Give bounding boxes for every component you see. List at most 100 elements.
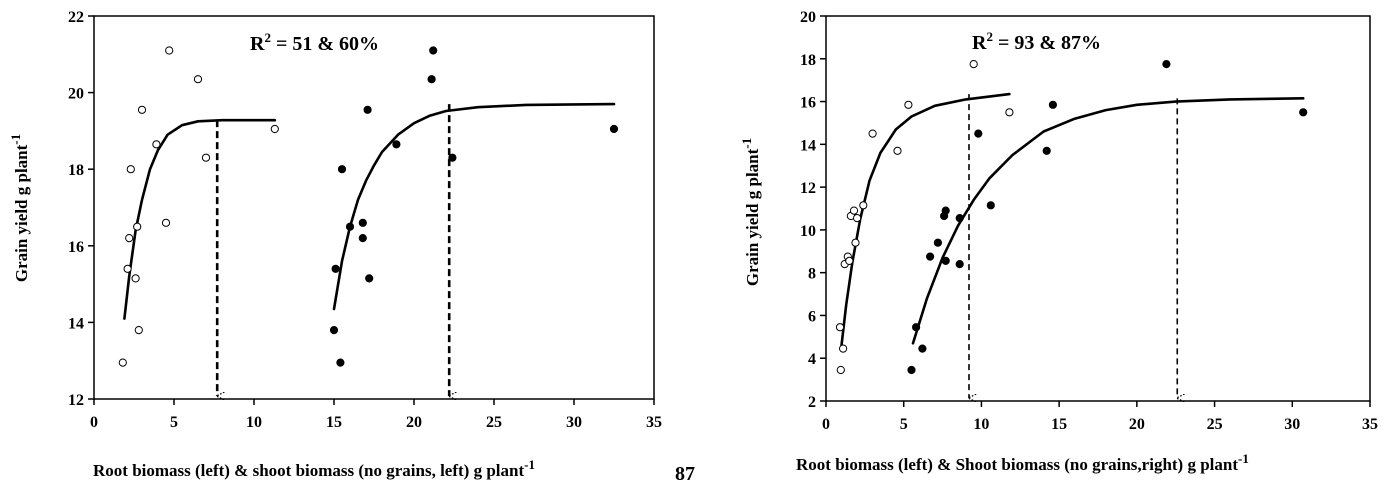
- x-tick-label: 35: [1362, 416, 1378, 433]
- x-tick-label: 5: [900, 416, 908, 433]
- right-x-axis-label: Root biomass (left) & Shoot biomass (no …: [796, 451, 1249, 474]
- open-data-point: [131, 274, 140, 283]
- page-number: 87: [675, 463, 695, 484]
- fit-curve-series-2: [332, 102, 616, 311]
- right-y-ticks: 2 4 6 8 10 12 14 16 18 20: [800, 9, 826, 411]
- filled-data-point: [933, 238, 943, 247]
- x-tick-label: 35: [646, 414, 662, 431]
- filled-data-point: [918, 344, 927, 353]
- open-data-point: [118, 358, 127, 367]
- right-chart: 2 4 6 8 10 12 14 16 18 20 0 5 10 15 20 25 30 35 R2 = 93 …: [739, 9, 1378, 474]
- open-data-point: [853, 214, 862, 223]
- open-data-point: [123, 264, 132, 273]
- y-tick-label: 14: [800, 137, 816, 154]
- filled-data-point: [907, 365, 916, 375]
- filled-data-point: [941, 206, 950, 215]
- y-tick-label: 12: [800, 180, 816, 197]
- filled-data-point: [329, 326, 339, 335]
- y-tick-label: 8: [808, 266, 816, 283]
- open-data-point: [165, 46, 174, 55]
- open-data-point: [839, 344, 848, 353]
- y-tick-label: 2: [808, 394, 816, 411]
- open-data-point: [868, 129, 877, 138]
- left-chart: 12 14 16 18 20 22 0 5 10 15 20 25 30 35 R2 = 51 & 60…: [8, 9, 695, 484]
- right-fit-lines: [840, 92, 1305, 347]
- x-tick-label: 0: [822, 416, 830, 433]
- y-tick-label: 4: [808, 351, 816, 368]
- x-tick-label: 15: [1051, 416, 1067, 433]
- filled-data-point: [609, 124, 619, 134]
- open-data-point: [152, 140, 161, 149]
- filled-data-point: [912, 323, 921, 332]
- open-data-point: [134, 326, 143, 335]
- y-tick-label: 18: [800, 52, 816, 69]
- right-points: [835, 60, 1308, 375]
- filled-data-point: [365, 274, 374, 283]
- x-tick-label: 5: [170, 414, 178, 431]
- filled-data-point: [1162, 60, 1171, 69]
- x-tick-label: 20: [1129, 416, 1145, 433]
- left-x-ticks: 0 5 10 15 20 25 30 35: [90, 399, 662, 431]
- filled-data-point: [331, 264, 340, 273]
- filled-data-point: [337, 165, 347, 174]
- open-data-point: [851, 238, 860, 247]
- open-data-point: [126, 165, 135, 174]
- y-tick-label: 18: [68, 162, 84, 179]
- filled-data-point: [345, 222, 355, 231]
- filled-data-point: [955, 260, 964, 269]
- left-x-axis-label: Root biomass (left) & shoot biomass (no …: [93, 457, 535, 480]
- right-r2-annotation: R2 = 93 & 87%: [972, 29, 1101, 54]
- open-data-point: [904, 100, 913, 109]
- y-tick-label: 12: [68, 392, 84, 409]
- open-data-point: [1005, 108, 1014, 117]
- left-r2-annotation: R2 = 51 & 60%: [250, 30, 379, 55]
- open-data-point: [849, 206, 859, 215]
- y-tick-label: 22: [68, 9, 84, 26]
- y-tick-label: 16: [800, 95, 816, 112]
- left-y-axis-label: Grain yield g plant-1: [8, 134, 31, 282]
- filled-data-point: [974, 129, 983, 138]
- filled-data-point: [363, 105, 372, 114]
- filled-data-point: [358, 218, 367, 227]
- right-x-ticks: 0 5 10 15 20 25 30 35: [822, 401, 1378, 433]
- y-tick-label: 14: [68, 315, 84, 332]
- fit-curve-series-1: [840, 92, 1011, 347]
- filled-data-point: [358, 234, 367, 243]
- open-data-point: [125, 234, 134, 243]
- filled-data-point: [448, 153, 457, 162]
- filled-data-point: [1042, 146, 1051, 155]
- open-data-point: [859, 201, 868, 210]
- filled-data-point: [429, 46, 438, 55]
- left-fit-lines: [123, 102, 616, 320]
- y-tick-label: 10: [800, 223, 816, 240]
- y-tick-label: 6: [808, 308, 816, 325]
- filled-data-point: [926, 252, 935, 261]
- open-data-point: [137, 105, 147, 114]
- left-cutoff-arrows: [217, 104, 449, 396]
- filled-data-point: [336, 358, 345, 367]
- left-plot-frame: [93, 15, 655, 400]
- open-data-point: [969, 60, 978, 69]
- x-tick-label: 15: [326, 414, 342, 431]
- x-tick-label: 25: [1207, 416, 1223, 433]
- filled-data-point: [1299, 108, 1308, 117]
- open-data-point: [193, 75, 203, 84]
- filled-data-point: [941, 256, 950, 265]
- right-plot-frame: [825, 15, 1371, 402]
- y-tick-label: 20: [800, 9, 816, 26]
- open-data-point: [845, 256, 854, 265]
- open-data-point: [893, 146, 902, 155]
- filled-data-point: [427, 75, 436, 84]
- fit-curve-series-2: [911, 97, 1305, 345]
- filled-data-point: [392, 140, 401, 149]
- left-points: [118, 46, 619, 367]
- y-tick-label: 20: [68, 86, 84, 103]
- x-tick-label: 30: [1284, 416, 1300, 433]
- x-tick-label: 25: [486, 414, 502, 431]
- open-data-point: [201, 153, 211, 162]
- filled-data-point: [986, 201, 995, 210]
- open-data-point: [270, 124, 279, 134]
- x-tick-label: 30: [566, 414, 582, 431]
- fit-curve-series-1: [123, 118, 277, 320]
